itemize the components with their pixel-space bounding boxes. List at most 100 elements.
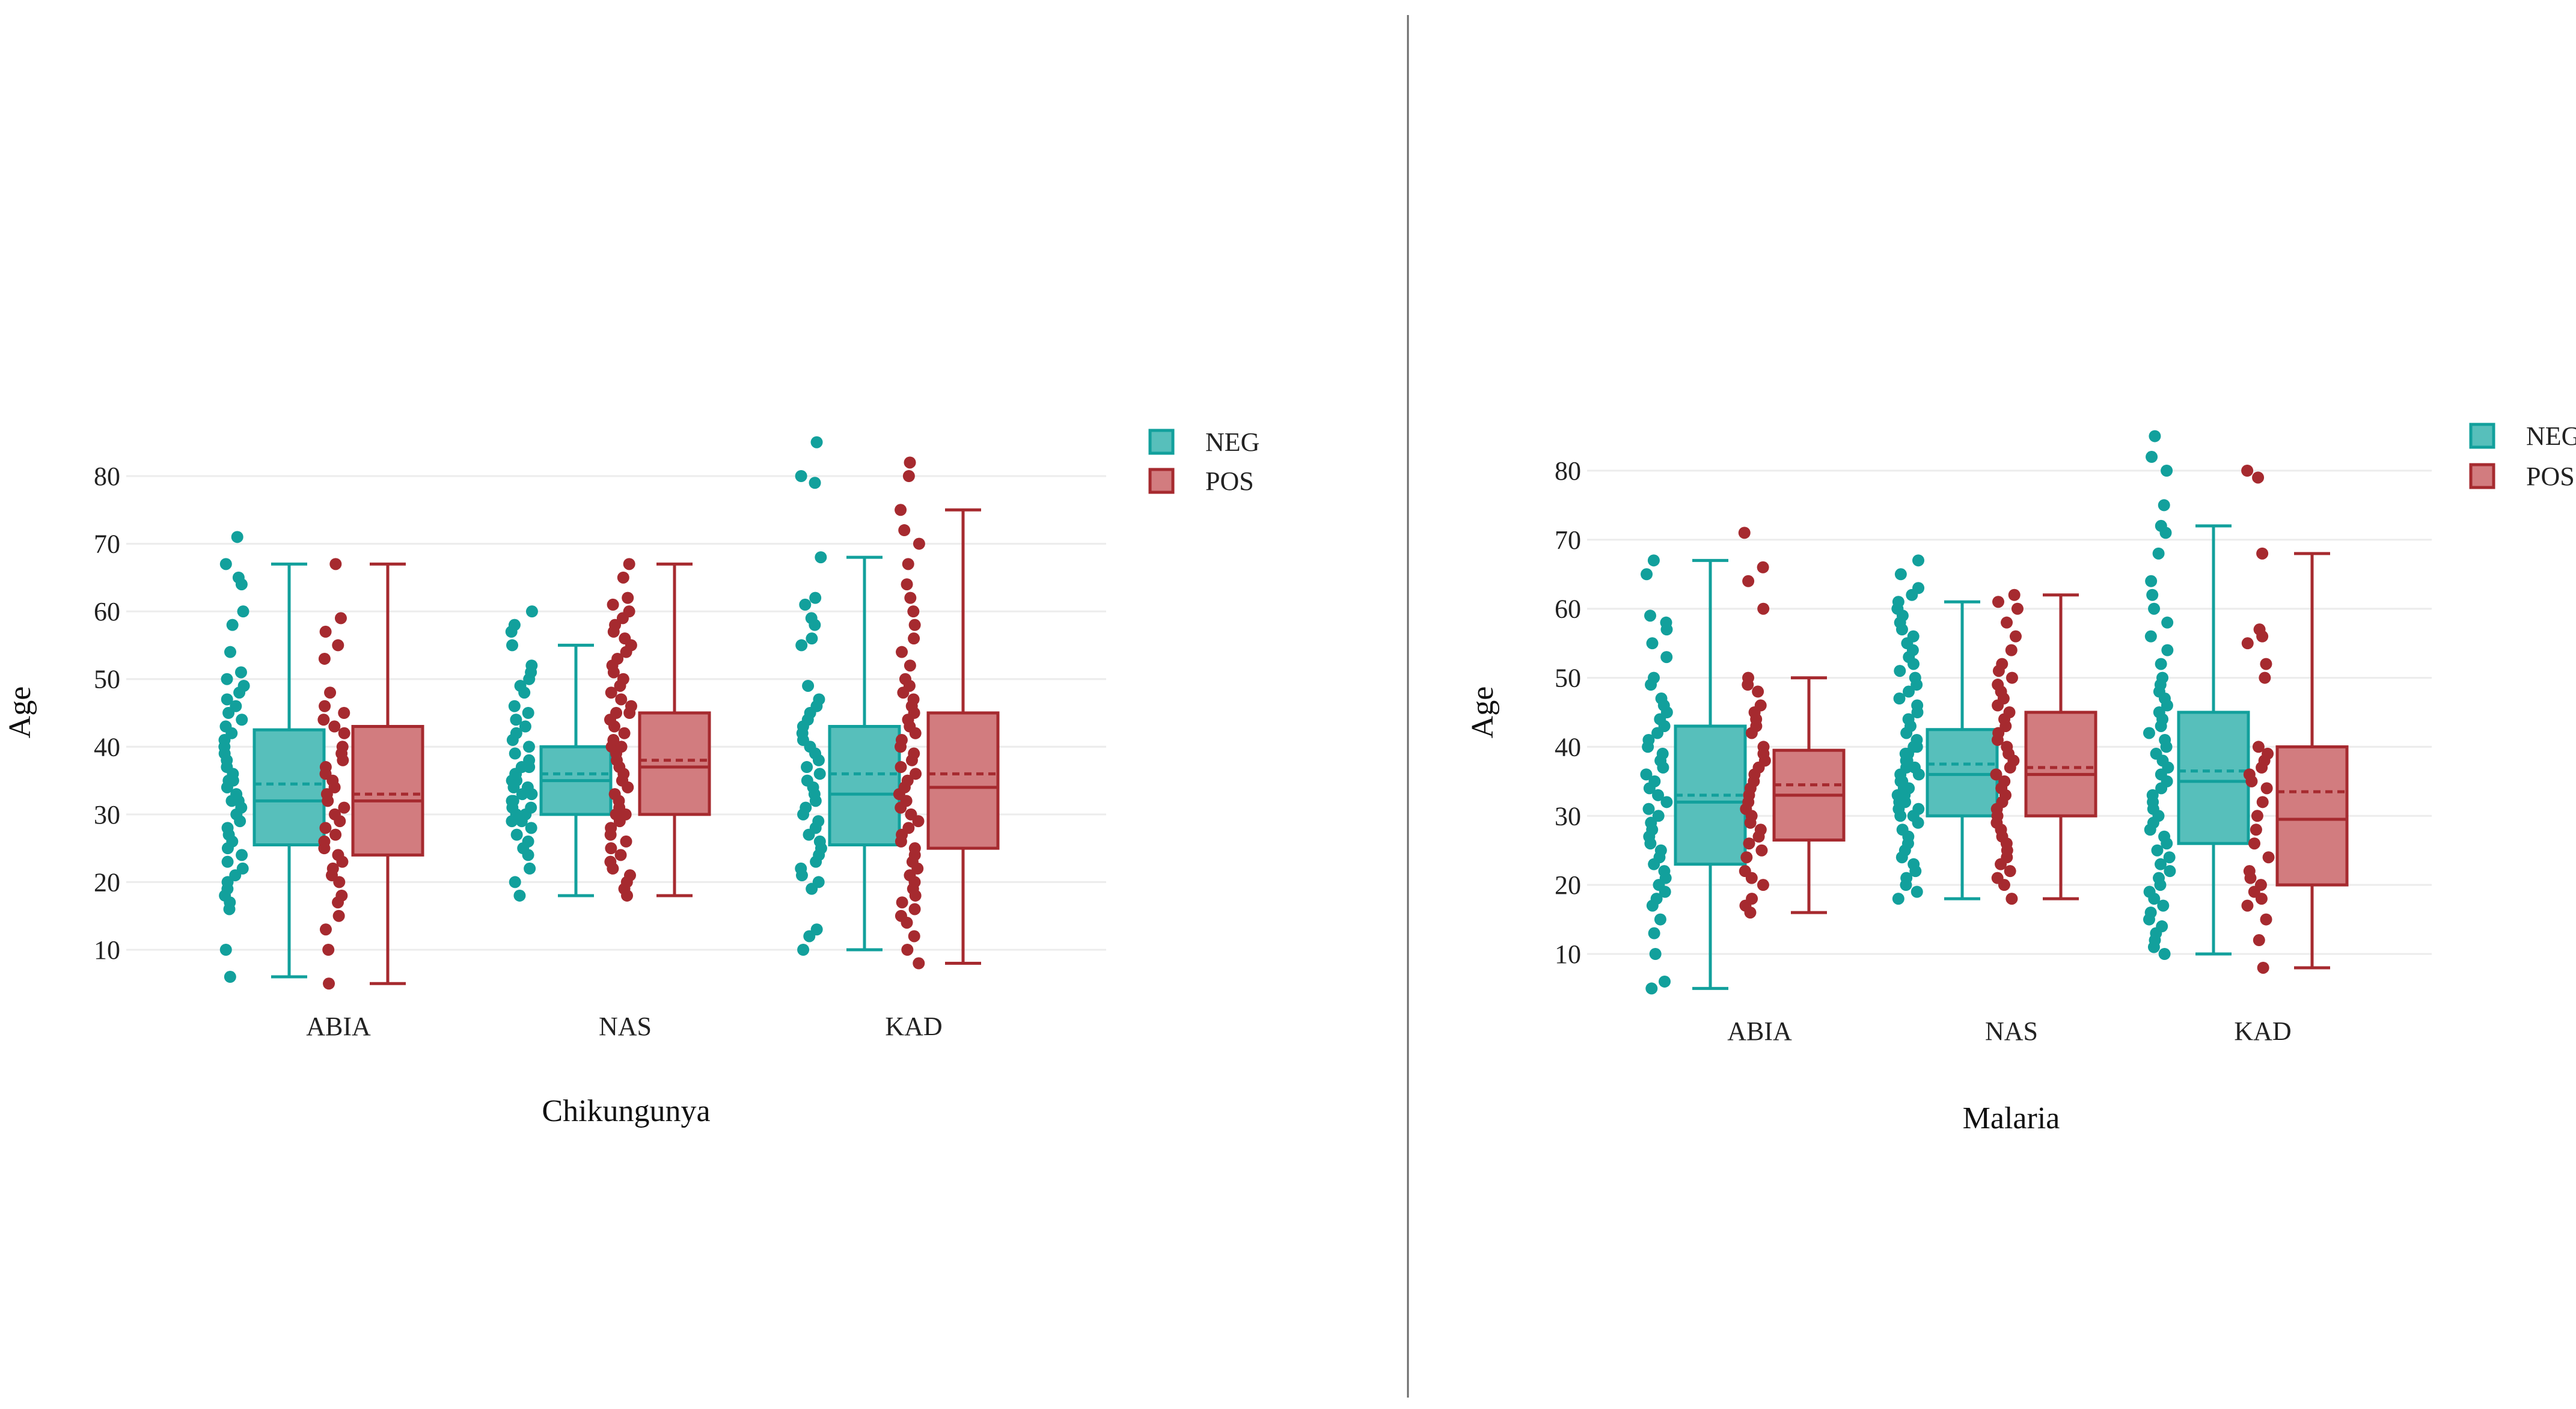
- data-point: [2257, 961, 2269, 974]
- data-point: [2143, 885, 2156, 898]
- legend: NEG POS: [2469, 421, 2576, 491]
- data-point: [611, 652, 624, 665]
- data-point: [623, 605, 635, 618]
- data-point: [1992, 596, 2004, 608]
- data-point: [2149, 430, 2161, 442]
- data-point: [617, 673, 629, 685]
- data-point: [2158, 948, 2171, 960]
- data-point: [795, 639, 808, 652]
- data-point: [810, 923, 823, 936]
- data-point: [895, 909, 907, 922]
- data-point: [605, 842, 617, 855]
- box-pos-abia: [317, 558, 424, 990]
- data-point: [219, 558, 232, 570]
- data-point: [1911, 885, 1923, 898]
- data-point: [237, 679, 250, 692]
- y-tick-label: 70: [1555, 525, 1581, 555]
- data-point: [2155, 858, 2167, 870]
- data-point: [329, 828, 342, 841]
- legend-label-neg: NEG: [1205, 427, 1259, 457]
- data-point: [323, 977, 335, 990]
- data-point: [319, 822, 332, 834]
- legend: NEG POS: [1148, 427, 1259, 496]
- data-point: [1754, 699, 1767, 712]
- data-point: [2241, 899, 2254, 912]
- box-pos-kad: [2241, 465, 2349, 974]
- data-point: [230, 788, 243, 801]
- data-point: [237, 605, 249, 618]
- data-point: [221, 673, 233, 685]
- data-point: [812, 876, 825, 888]
- data-point: [1912, 554, 1924, 567]
- data-point: [896, 646, 908, 658]
- box-pos-nas: [1990, 588, 2097, 905]
- iqr-box: [2024, 711, 2097, 818]
- data-point: [625, 700, 637, 712]
- iqr-box: [638, 711, 711, 816]
- data-point: [901, 578, 913, 591]
- data-point: [2146, 451, 2158, 463]
- data-point: [319, 700, 331, 712]
- data-point: [813, 693, 825, 706]
- data-point: [1742, 671, 1755, 684]
- data-point: [1743, 837, 1755, 850]
- data-point: [1654, 844, 1667, 857]
- data-point: [1892, 893, 1904, 905]
- data-point: [623, 558, 635, 570]
- data-point: [523, 754, 536, 766]
- data-point: [224, 971, 236, 983]
- data-point: [2153, 872, 2165, 884]
- data-point: [1656, 747, 1669, 760]
- x-tick-label: ABIA: [306, 1012, 371, 1041]
- y-tick-label: 20: [1555, 870, 1581, 900]
- y-axis-title: Age: [3, 686, 37, 739]
- data-point: [615, 741, 628, 753]
- data-point: [615, 693, 628, 706]
- data-point: [806, 632, 818, 645]
- data-point: [2260, 782, 2273, 795]
- data-point: [338, 801, 350, 814]
- data-point: [2009, 630, 2022, 643]
- data-point: [1892, 596, 1904, 608]
- data-point: [895, 761, 907, 774]
- data-point: [525, 801, 537, 814]
- data-point: [509, 876, 521, 888]
- data-point: [2001, 741, 2013, 753]
- data-point: [522, 707, 534, 719]
- data-point: [1992, 679, 2004, 691]
- data-point: [318, 835, 331, 848]
- data-point: [1757, 741, 1770, 753]
- data-point: [2005, 893, 2018, 905]
- data-point: [525, 822, 537, 834]
- data-point: [1658, 865, 1671, 878]
- data-point: [509, 747, 521, 760]
- box-neg-nas: [1891, 554, 1999, 905]
- data-point: [1658, 975, 1671, 988]
- data-point: [226, 619, 239, 631]
- data-point: [508, 619, 521, 631]
- data-point: [1903, 685, 1915, 698]
- data-point: [607, 598, 619, 611]
- data-point: [322, 944, 335, 956]
- data-point: [1648, 927, 1660, 940]
- data-point: [622, 591, 634, 604]
- y-tick-label: 40: [94, 732, 120, 762]
- data-point: [334, 612, 347, 625]
- x-tick-label: NAS: [599, 1012, 652, 1041]
- data-point: [318, 652, 331, 665]
- data-point: [328, 720, 341, 733]
- box-pos-abia: [1738, 527, 1846, 919]
- data-point: [809, 477, 821, 489]
- data-point: [801, 761, 813, 774]
- data-point: [620, 835, 632, 848]
- data-point: [800, 801, 812, 814]
- data-point: [1902, 713, 1915, 726]
- y-tick-label: 70: [94, 530, 120, 559]
- data-point: [614, 849, 627, 861]
- data-point: [1991, 872, 2004, 884]
- data-point: [521, 781, 534, 793]
- data-point: [510, 714, 522, 726]
- legend-swatch-neg: [1148, 429, 1175, 455]
- box-pos-nas: [604, 558, 711, 902]
- x-tick-label: KAD: [2234, 1016, 2291, 1046]
